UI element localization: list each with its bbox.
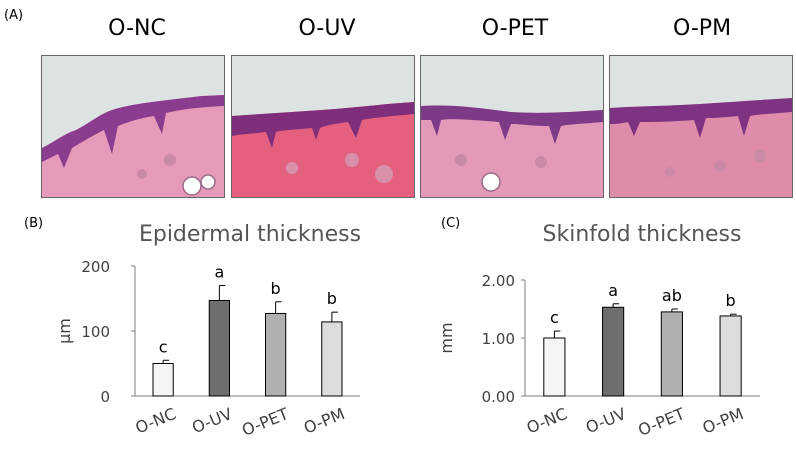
x-tick-label: O-NC — [524, 404, 570, 437]
bar — [321, 321, 343, 397]
bar — [265, 312, 287, 397]
micrograph-opm — [609, 55, 793, 198]
significance-label: ab — [662, 286, 682, 305]
significance-label: c — [550, 308, 559, 327]
image-title-opet: O-PET — [481, 16, 549, 41]
micrograph-onc — [41, 55, 225, 198]
x-tick-label: O-PM — [301, 404, 347, 437]
y-tick-label: 2.00 — [482, 272, 515, 290]
x-tick-label: O-PET — [239, 404, 291, 440]
chart-title-skinfold: Skinfold thickness — [542, 222, 742, 247]
bar — [152, 363, 174, 397]
y-tick-label: 0.00 — [482, 388, 515, 406]
y-tick-label: 1.00 — [482, 330, 515, 348]
micrograph-ouv — [231, 55, 415, 198]
bar — [208, 299, 230, 397]
bar — [543, 337, 566, 397]
significance-label: b — [271, 279, 281, 298]
panel-label-b: (B) — [24, 216, 44, 231]
panel-label-a: (A) — [4, 8, 24, 23]
significance-label: a — [214, 263, 224, 282]
bar — [602, 306, 625, 397]
x-tick-label: O-PET — [635, 404, 687, 440]
panel-label-c: (C) — [441, 216, 461, 231]
x-tick-label: O-UV — [189, 404, 235, 437]
significance-label: c — [159, 337, 168, 356]
x-tick-label: O-PM — [700, 404, 746, 437]
y-tick-label: 100 — [81, 323, 110, 341]
chart-skinfold-thickness: mm 0.00 1.00 2.00 c O-NC a O-UV ab O-PET b O-PM — [437, 272, 760, 440]
y-tick-label: 200 — [81, 258, 110, 276]
significance-label: a — [608, 281, 618, 300]
image-title-ouv: O-UV — [298, 16, 356, 41]
bar — [719, 315, 742, 397]
y-axis-label: mm — [437, 322, 456, 353]
chart-title-epidermal: Epidermal thickness — [138, 222, 362, 247]
image-title-onc: O-NC — [108, 16, 166, 41]
chart-epidermal-thickness: μm 0 100 200 c O-NC a O-UV b O-PET b O-PM — [55, 258, 360, 440]
significance-label: b — [726, 291, 736, 310]
x-tick-label: O-NC — [133, 404, 179, 437]
micrograph-opet — [420, 55, 604, 198]
y-axis-label: μm — [55, 318, 74, 344]
image-title-opm: O-PM — [672, 16, 732, 41]
y-tick-label: 0 — [100, 388, 110, 406]
bar — [660, 311, 683, 397]
x-tick-label: O-UV — [583, 404, 629, 437]
significance-label: b — [327, 289, 337, 308]
